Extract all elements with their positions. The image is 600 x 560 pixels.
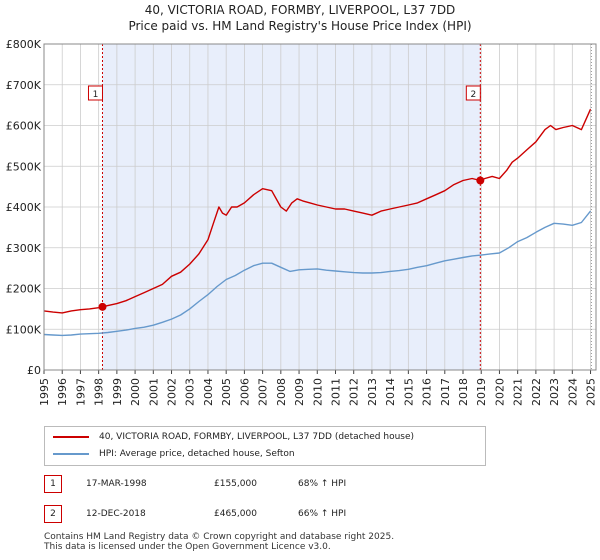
x-tick-label: 2016 [421,378,434,406]
x-tick-label: 2006 [238,378,251,406]
plot-frame [43,43,597,371]
x-tick-label: 2011 [329,378,342,406]
legend-item-hpi: HPI: Average price, detached house, Seft… [53,446,295,462]
x-tick-label: 2012 [348,378,361,406]
x-tick-label: 2003 [184,378,197,406]
y-tick-label: £400K [6,201,42,214]
y-tick-label: £700K [6,79,42,92]
y-tick-label: £100K [6,323,42,336]
x-tick-label: 2020 [493,378,506,406]
sale-marker-label: 1 [93,90,99,100]
x-tick-label: 2000 [129,378,142,406]
x-tick-label: 1998 [93,378,106,406]
transaction-price: £155,000 [214,479,257,489]
y-tick-label: £800K [6,38,42,51]
footer-notice: Contains HM Land Registry data © Crown c… [44,532,394,552]
x-tick-label: 2004 [202,378,215,406]
x-tick-label: 2024 [566,378,579,406]
x-tick-label: 2007 [257,378,270,406]
chart-title: 40, VICTORIA ROAD, FORMBY, LIVERPOOL, L3… [144,3,456,17]
y-tick-label: £600K [6,120,42,133]
x-tick-label: 1999 [111,378,124,406]
x-tick-label: 2019 [475,378,488,406]
transaction-price: £465,000 [214,509,257,519]
transaction-number-badge: 1 [44,475,62,493]
legend-swatch-property [53,435,89,438]
x-tick-label: 2022 [530,378,543,406]
sale-point [98,302,107,311]
x-tick-label: 2025 [585,378,598,406]
y-tick-label: £200K [6,283,42,296]
chart-subtitle: Price paid vs. HM Land Registry's House … [128,19,472,33]
transaction-hpi-change: 66% ↑ HPI [298,509,347,519]
x-tick-label: 2002 [166,378,179,406]
property-price-line [43,108,592,314]
x-tick-label: 2021 [512,378,525,406]
footer-copyright: Contains HM Land Registry data © Crown c… [44,532,395,542]
hpi-line [43,210,592,337]
x-tick-label: 2009 [293,378,306,406]
price-chart: £0 £100K £200K £300K £400K £500K £600K £700K £80… [6,38,598,406]
sale-marker-box [465,85,481,101]
x-tick-label: 2017 [439,378,452,406]
x-tick-label: 2010 [311,378,324,406]
transaction-hpi-change: 68% ↑ HPI [298,479,347,489]
x-tick-label: 2008 [275,378,288,406]
x-tick-label: 2001 [147,378,160,406]
x-tick-label: 2018 [457,378,470,406]
legend-label-property: 40, VICTORIA ROAD, FORMBY, LIVERPOOL, L3… [99,432,415,442]
transaction-date: 12-DEC-2018 [86,509,146,519]
legend-item-property: 40, VICTORIA ROAD, FORMBY, LIVERPOOL, L3… [53,429,414,445]
x-tick-label: 2005 [220,378,233,406]
sale-marker-box [87,85,103,101]
legend-label-hpi: HPI: Average price, detached house, Seft… [99,449,295,459]
transaction-date: 17-MAR-1998 [86,479,147,489]
transaction-number-badge: 2 [44,505,62,523]
y-tick-label: £500K [6,160,42,173]
x-tick-label: 1996 [56,378,69,406]
y-tick-label: £0 [27,364,41,377]
x-tick-label: 2015 [402,378,415,406]
x-tick-label: 1997 [74,378,87,406]
legend-swatch-hpi [53,452,89,455]
footer-licence: This data is licensed under the Open Gov… [44,542,331,552]
chart-legend: 40, VICTORIA ROAD, FORMBY, LIVERPOOL, L3… [44,426,486,466]
x-tick-label: 2014 [384,378,397,406]
sale-marker-label: 2 [470,90,476,100]
y-tick-label: £300K [6,242,42,255]
x-tick-label: 1995 [38,378,51,406]
sale-point [476,176,485,185]
x-tick-label: 2023 [548,378,561,406]
x-tick-label: 2013 [366,378,379,406]
